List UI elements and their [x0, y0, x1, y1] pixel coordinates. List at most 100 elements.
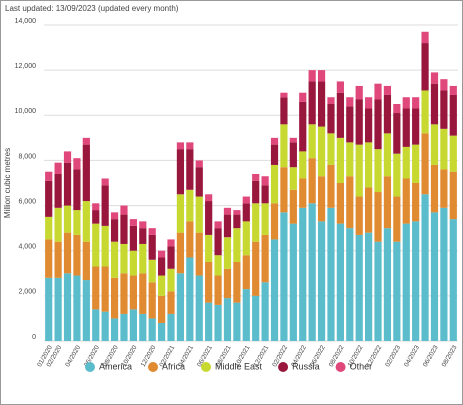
bar-segment — [365, 108, 373, 143]
bar-segment — [176, 149, 185, 195]
y-tick-label: 4,000 — [18, 244, 36, 251]
bar-segment — [336, 183, 344, 224]
bar-segment — [365, 142, 373, 188]
bar-segment — [139, 243, 147, 274]
bar-segment — [336, 92, 344, 138]
bar-segment — [158, 275, 166, 296]
bar-segment — [261, 185, 269, 204]
bar-segment — [440, 128, 448, 170]
bar-segment — [158, 295, 166, 323]
bar-segment — [148, 282, 156, 319]
bar-segment — [82, 241, 90, 281]
bar-segment — [421, 90, 429, 134]
bar-segment — [148, 318, 156, 341]
bar-segment — [374, 99, 382, 150]
bar-segment — [402, 97, 410, 109]
bar-segment — [374, 241, 382, 341]
legend-label: Africa — [162, 361, 185, 371]
bar-segment — [412, 183, 420, 222]
bar-segment — [421, 194, 429, 341]
bar-segment — [317, 81, 326, 127]
bar-segment — [167, 313, 175, 341]
bar-segment — [270, 203, 279, 240]
bar-segment — [195, 275, 203, 341]
bar-segment — [120, 205, 128, 215]
bar-segment — [393, 153, 401, 197]
bar-segment — [54, 241, 62, 278]
bar-segment — [289, 167, 297, 190]
y-tick-label: 8,000 — [18, 153, 36, 160]
bar-segment — [158, 257, 166, 276]
bar-segment — [167, 268, 175, 292]
bar-segment — [421, 133, 429, 195]
bar-segment — [261, 234, 269, 283]
bar-segment — [82, 144, 90, 202]
bar-segment — [412, 97, 420, 109]
bar-segment — [430, 72, 439, 84]
bar-segment — [101, 225, 109, 267]
bar-segment — [186, 149, 194, 190]
bar-segment — [270, 164, 279, 204]
bar-segment — [289, 189, 297, 224]
bar-segment — [139, 313, 147, 341]
bar-segment — [393, 113, 401, 154]
bar-segment — [242, 289, 250, 341]
bar-segment — [346, 97, 354, 107]
bar-segment — [139, 228, 147, 244]
bar-segment — [195, 160, 203, 168]
bar-segment — [214, 255, 222, 276]
bar-segment — [110, 318, 119, 341]
bar-segment — [92, 223, 100, 267]
bar-segment — [223, 298, 232, 341]
bar-segment — [63, 232, 72, 274]
bar-segment — [195, 196, 203, 233]
bar-segment — [440, 79, 448, 91]
bar-segment — [129, 275, 137, 310]
bar-segment — [449, 171, 457, 220]
y-tick-label: 2,000 — [18, 289, 36, 296]
bar-segment — [317, 70, 326, 82]
bar-segment — [223, 237, 232, 269]
bar-segment — [148, 259, 156, 283]
bar-segment — [421, 43, 429, 91]
bar-segment — [139, 273, 147, 314]
bar-segment — [45, 216, 53, 240]
y-tick-label: 10,000 — [15, 108, 37, 115]
bar-segment — [421, 31, 429, 44]
bar-segment — [374, 192, 382, 242]
bar-segment — [158, 250, 166, 258]
bar-segment — [73, 210, 81, 235]
bar-segment — [252, 180, 260, 204]
bar-segment — [393, 196, 401, 242]
bar-segment — [252, 295, 260, 341]
bar-segment — [336, 137, 344, 183]
bar-segment — [101, 266, 109, 312]
bar-segment — [214, 221, 222, 229]
bar-segment — [233, 214, 241, 229]
bar-segment — [205, 302, 213, 341]
bar-segment — [129, 219, 137, 226]
bar-segment — [205, 201, 213, 235]
bar-segment — [205, 194, 213, 202]
bar-segment — [327, 97, 335, 104]
bar-segment — [308, 70, 316, 82]
bar-segment — [393, 104, 401, 114]
bar-segment — [223, 207, 232, 215]
bar-segment — [299, 178, 307, 208]
bar-segment — [365, 187, 373, 233]
bar-segment — [186, 189, 194, 222]
y-tick-label: 6,000 — [18, 198, 36, 205]
bar-segment — [176, 194, 185, 233]
bar-segment — [327, 164, 335, 208]
bar-segment — [223, 214, 232, 238]
bar-segment — [430, 212, 439, 341]
bar-segment — [289, 142, 297, 168]
bar-segment — [374, 149, 382, 193]
bar-segment — [280, 97, 288, 125]
subtitle: Last updated: 13/09/2023 (updated every … — [5, 4, 179, 13]
bar-segment — [167, 291, 175, 314]
bar-segment — [365, 232, 373, 341]
bar-segment — [430, 124, 439, 165]
bar-segment — [148, 234, 156, 260]
bar-segment — [308, 158, 316, 204]
